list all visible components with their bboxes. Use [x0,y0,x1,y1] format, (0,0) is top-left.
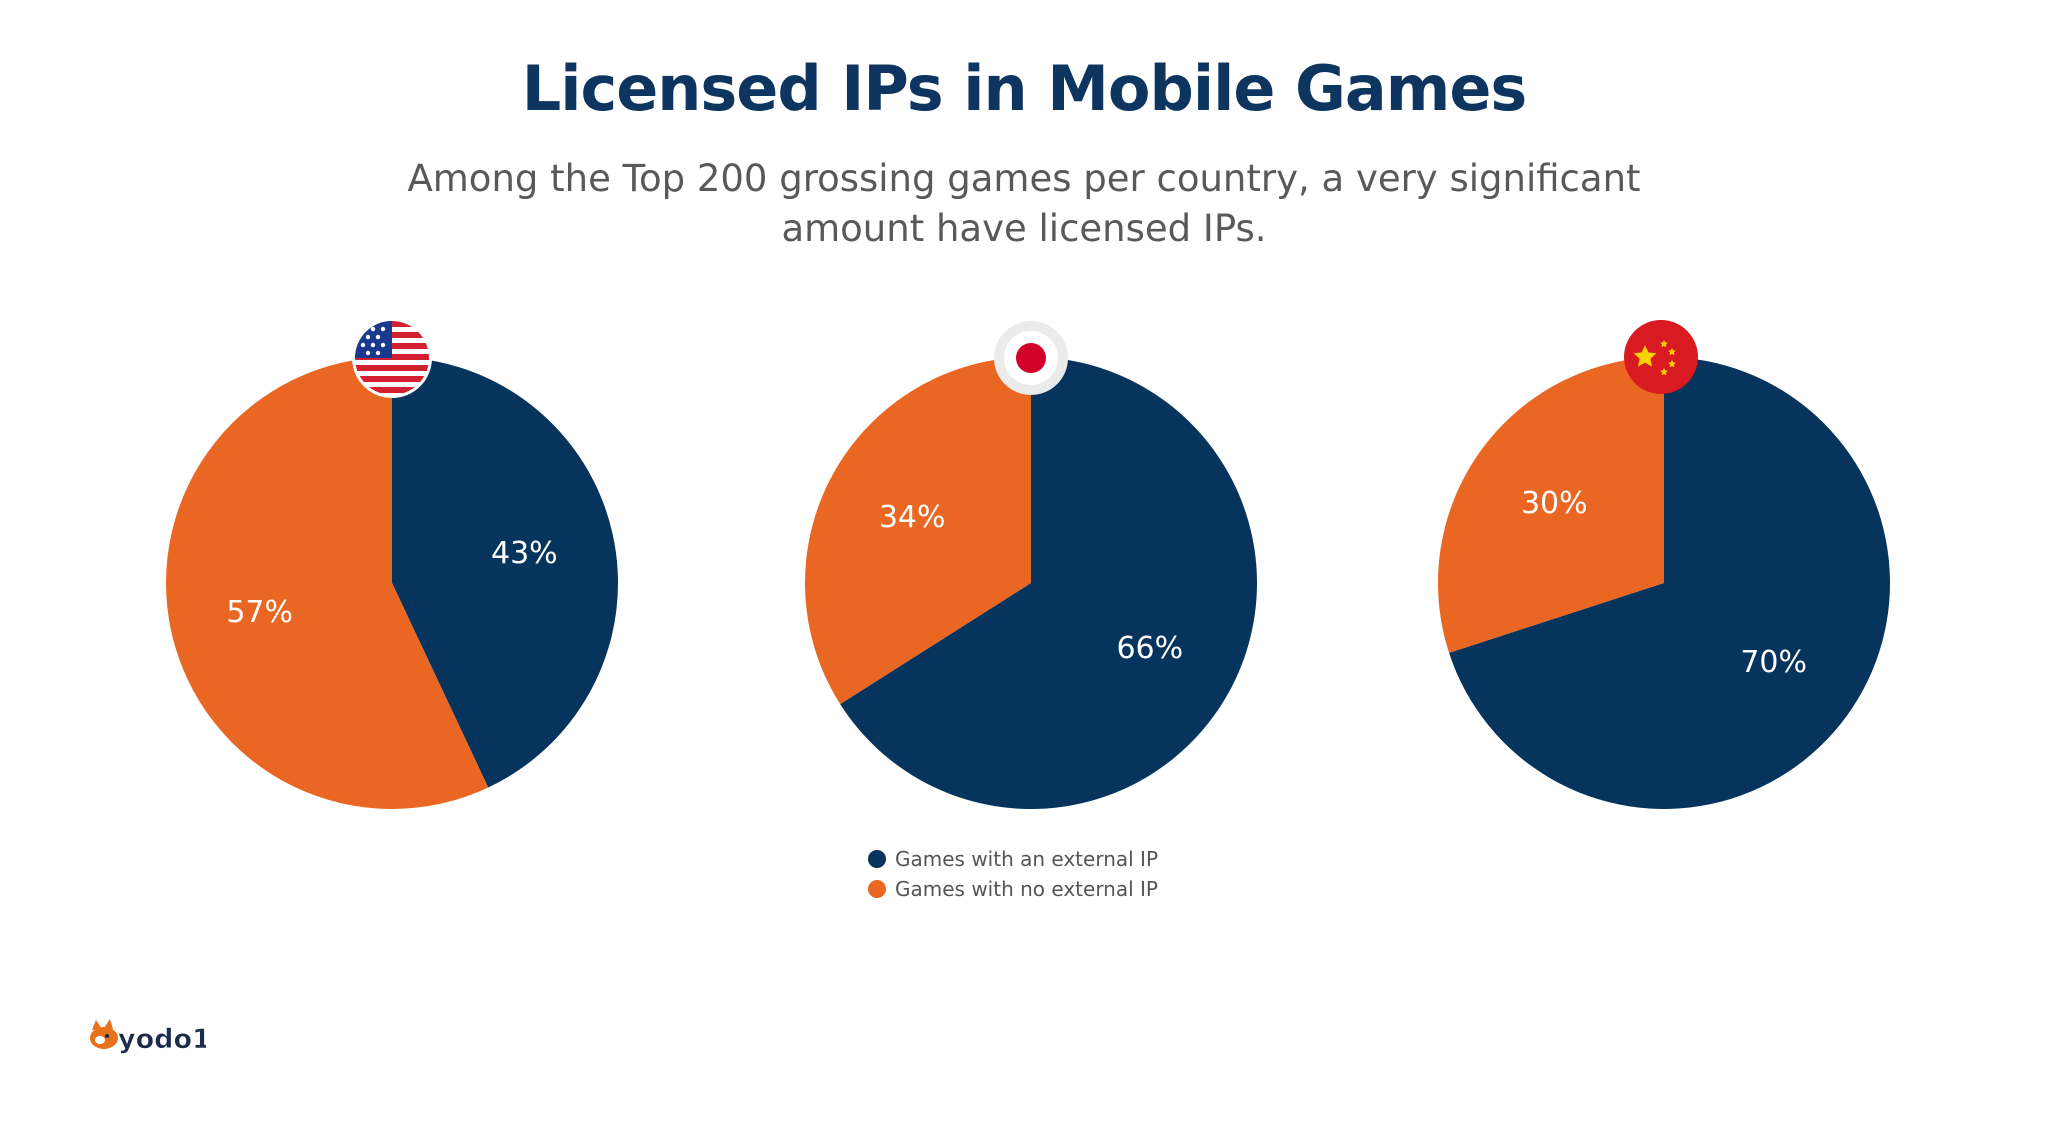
yodo1-logo: yodo1 [90,1019,206,1055]
chart-title: Licensed IPs in Mobile Games [521,52,1528,125]
pie-3-slice-no-external-ip [1438,357,1664,653]
pie-2-slice-no-external-ip [804,357,1031,705]
legend-swatch-external-ip [868,850,886,868]
japan-flag-icon [994,321,1068,395]
chart-subtitle: Among the Top 200 grossing games per cou… [374,154,1674,254]
chart-legend: Games with an external IP Games with no … [868,844,1158,904]
pie-2-label-no-external-ip: 34% [879,500,946,535]
pie-1-label-no-external-ip: 57% [226,595,293,630]
china-flag-icon [1624,320,1698,394]
pie-3-label-external-ip: 70% [1740,645,1807,680]
subtitle-line-1: Among the Top 200 grossing games per cou… [407,157,1641,200]
legend-item-external-ip: Games with an external IP [868,844,1158,874]
subtitle-line-2: amount have licensed IPs. [781,207,1267,250]
usa-flag-icon [352,318,432,398]
pie-2-slice-external-ip [840,357,1257,810]
pie-2-label-external-ip: 66% [1116,631,1183,666]
legend-item-no-external-ip: Games with no external IP [868,874,1158,904]
fox-icon [90,1019,118,1049]
pie-1-slice-external-ip [392,357,618,788]
pie-1-slice-no-external-ip [165,357,489,809]
pie-3-label-no-external-ip: 30% [1521,486,1588,521]
pies-group: 43% 57% 66% 34% 70% 30% [165,357,1891,810]
logo-text: yodo1 [118,1024,206,1055]
pie-3-slice-external-ip [1449,357,1891,809]
legend-label-external-ip: Games with an external IP [895,847,1159,871]
legend-label-no-external-ip: Games with no external IP [895,877,1158,901]
pie-1-label-external-ip: 43% [491,536,558,571]
legend-swatch-no-external-ip [868,880,886,898]
